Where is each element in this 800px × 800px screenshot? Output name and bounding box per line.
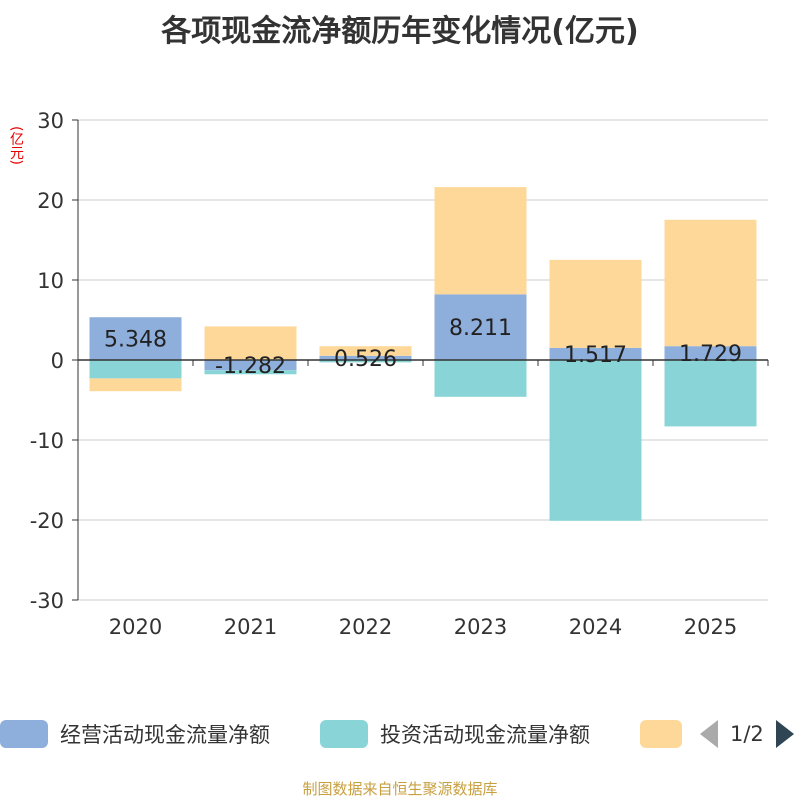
data-label-operating: -1.282 [215,354,286,379]
legend-page-indicator: 1/2 [730,722,764,746]
y-tick-label: 30 [37,109,64,133]
chart-title: 各项现金流净额历年变化情况(亿元) [161,14,639,49]
y-tick-label: 0 [51,349,64,373]
legend-swatch-operating [0,720,48,748]
y-tick-label: 20 [37,189,64,213]
bar-investing-2021 [204,370,297,375]
bar-investing-2023 [434,360,527,397]
bar-financing-2022 [319,346,412,356]
x-tick-label: 2022 [339,615,392,639]
bar-operating-2022 [319,355,412,360]
bar-investing-2025 [664,360,757,427]
data-label-operating: 5.348 [104,328,167,353]
legend-item-investing[interactable]: 投资活动现金流量净额 [320,716,590,752]
bar-chart: -30 -20 -10 0 10 20 30 2020 2021 2022 2023 2024 2025… [30,109,769,639]
y-tick-label: 10 [37,269,64,293]
bar-operating-2024 [549,347,642,360]
bar-financing-2023 [434,187,527,295]
data-label-operating: 0.526 [334,347,397,372]
bar-financing-2025 [664,219,757,347]
next-page-icon[interactable] [775,720,794,748]
legend: 经营活动现金流量净额 投资活动现金流量净额 1/2 [0,716,800,752]
bar-investing-2024 [549,360,642,521]
bar-financing-2024 [549,259,642,348]
x-tick-label: 2020 [109,615,162,639]
data-label-operating: 1.729 [679,342,742,367]
bar-investing-2022 [319,360,412,363]
y-axis-unit: (亿元) [8,126,24,165]
bar-operating-2021 [204,360,297,371]
x-tick-label: 2025 [684,615,737,639]
bar-operating-2020 [89,317,182,360]
y-tick-label: -30 [30,589,64,613]
legend-item-operating[interactable]: 经营活动现金流量净额 [0,716,270,752]
bar-financing-2021 [204,326,297,360]
prev-page-icon[interactable] [700,720,718,748]
bar-operating-2023 [434,294,527,360]
legend-label-operating: 经营活动现金流量净额 [60,723,270,747]
y-tick-label: -10 [30,429,64,453]
legend-pager: 1/2 [700,716,794,752]
x-tick-label: 2024 [569,615,622,639]
data-label-operating: 1.517 [564,343,627,368]
y-tick-label: -20 [30,509,64,533]
bar-financing-2020 [89,378,182,392]
legend-swatch-financing [640,720,682,748]
data-source-note: 制图数据来自恒生聚源数据库 [302,780,498,798]
bar-investing-2020 [89,360,182,379]
x-tick-label: 2023 [454,615,507,639]
bar-operating-2025 [664,346,757,360]
data-label-operating: 8.211 [449,316,512,341]
legend-label-investing: 投资活动现金流量净额 [380,723,590,747]
legend-swatch-investing [320,720,368,748]
legend-item-financing[interactable] [640,716,682,752]
x-tick-label: 2021 [224,615,277,639]
